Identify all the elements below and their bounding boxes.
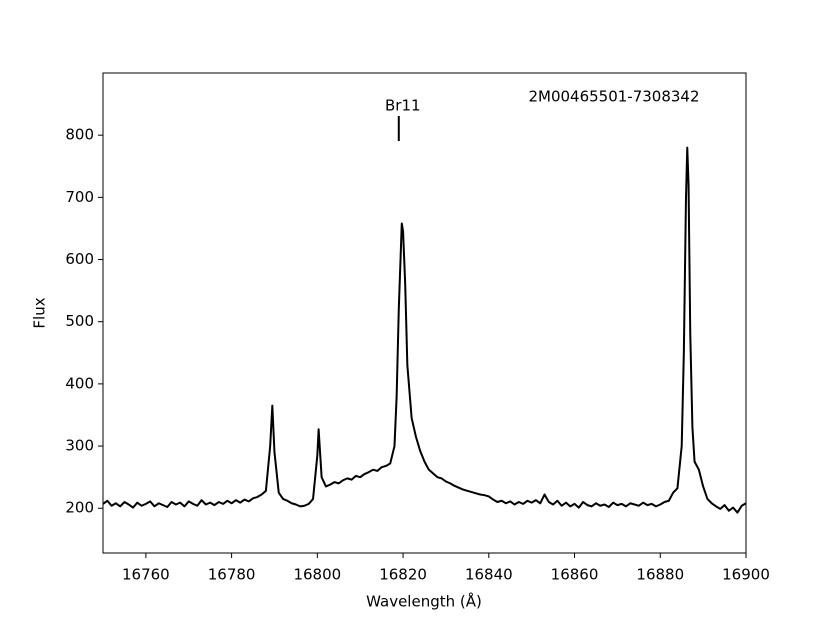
annotation-label: Br11: [385, 97, 421, 115]
x-tick-label: 16840: [465, 566, 513, 584]
y-tick-label: 400: [65, 374, 94, 392]
y-tick-label: 200: [65, 499, 94, 517]
x-tick-label: 16880: [636, 566, 684, 584]
y-tick-label: 600: [65, 250, 94, 268]
x-tick-label: 16780: [208, 566, 256, 584]
x-axis-label: Wavelength (Å): [366, 592, 482, 611]
x-tick-label: 16760: [122, 566, 170, 584]
spectrum-line: [102, 146, 747, 514]
y-tick-label: 500: [65, 312, 94, 330]
x-tick-label: 16800: [293, 566, 341, 584]
y-tick-label: 800: [65, 126, 94, 144]
plot-frame: [102, 72, 747, 554]
x-tick-label: 16860: [551, 566, 599, 584]
y-tick-label: 700: [65, 188, 94, 206]
chart-title: 2M00465501-7308342: [528, 88, 699, 106]
y-tick-label: 300: [65, 437, 94, 455]
x-tick-label: 16820: [379, 566, 427, 584]
x-tick-label: 16900: [722, 566, 770, 584]
y-axis-label: Flux: [31, 297, 49, 328]
